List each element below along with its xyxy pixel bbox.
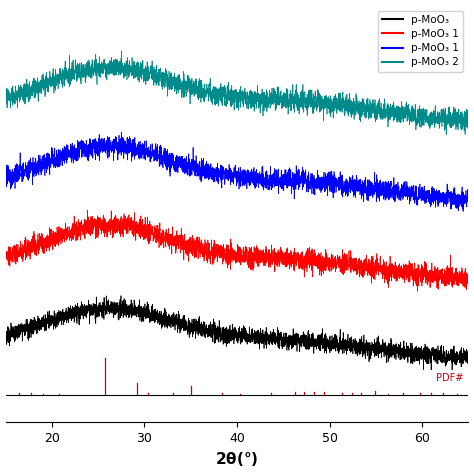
- p-MoO₃ 1: [465, 273, 471, 279]
- p-MoO₃ 1: [415, 288, 420, 294]
- p-MoO₃: [3, 335, 9, 340]
- p-MoO₃ 2: [201, 96, 207, 102]
- p-MoO₃ 1: [428, 274, 434, 280]
- p-MoO₃: [197, 327, 203, 333]
- p-MoO₃ 1: [118, 129, 124, 135]
- p-MoO₃ 2: [465, 115, 471, 121]
- p-MoO₃ 1: [428, 202, 434, 208]
- Line: p-MoO₃ 2: p-MoO₃ 2: [6, 51, 468, 135]
- p-MoO₃ 2: [3, 86, 9, 92]
- Line: p-MoO₃ 1: p-MoO₃ 1: [6, 210, 468, 291]
- X-axis label: $\mathbf{2\theta(°)}$: $\mathbf{2\theta(°)}$: [215, 450, 259, 468]
- p-MoO₃: [428, 356, 434, 361]
- p-MoO₃ 1: [339, 173, 345, 178]
- p-MoO₃ 1: [452, 279, 457, 284]
- p-MoO₃: [201, 326, 207, 331]
- p-MoO₃: [465, 347, 471, 353]
- Legend: p-MoO₃, p-MoO₃ 1, p-MoO₃ 1, p-MoO₃ 2: p-MoO₃, p-MoO₃ 1, p-MoO₃ 1, p-MoO₃ 2: [378, 11, 463, 72]
- p-MoO₃: [223, 340, 228, 346]
- p-MoO₃ 1: [460, 209, 466, 214]
- Text: PDF#: PDF#: [437, 373, 464, 383]
- p-MoO₃: [449, 367, 455, 373]
- p-MoO₃ 2: [197, 86, 203, 91]
- Line: p-MoO₃: p-MoO₃: [6, 296, 468, 370]
- Line: p-MoO₃ 1: p-MoO₃ 1: [6, 132, 468, 211]
- p-MoO₃: [452, 356, 457, 362]
- p-MoO₃ 1: [201, 251, 207, 256]
- p-MoO₃ 1: [3, 248, 9, 254]
- p-MoO₃ 2: [339, 101, 345, 107]
- p-MoO₃ 1: [197, 245, 203, 250]
- p-MoO₃ 2: [443, 132, 449, 137]
- p-MoO₃: [339, 347, 345, 353]
- p-MoO₃ 2: [118, 48, 124, 54]
- p-MoO₃ 2: [428, 117, 434, 123]
- p-MoO₃ 1: [197, 171, 203, 176]
- p-MoO₃ 1: [339, 260, 345, 266]
- p-MoO₃ 1: [223, 251, 228, 257]
- p-MoO₃ 1: [451, 196, 457, 201]
- p-MoO₃ 1: [3, 173, 9, 179]
- p-MoO₃ 2: [452, 107, 457, 113]
- p-MoO₃ 2: [223, 96, 228, 101]
- p-MoO₃ 1: [201, 167, 207, 173]
- p-MoO₃ 1: [223, 172, 228, 178]
- p-MoO₃ 1: [85, 207, 91, 213]
- p-MoO₃: [118, 293, 124, 299]
- p-MoO₃ 1: [465, 193, 471, 199]
